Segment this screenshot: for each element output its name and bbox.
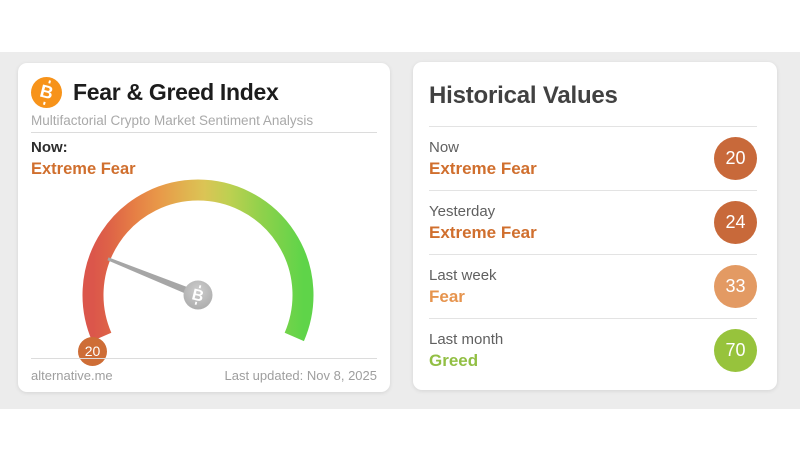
history-row-label: Yesterday	[429, 202, 496, 220]
history-row-yesterday: Yesterday Extreme Fear 24	[429, 190, 757, 254]
last-updated: Last updated: Nov 8, 2025	[224, 368, 377, 383]
now-label: Now:	[31, 139, 68, 156]
history-row-classification: Fear	[429, 286, 465, 306]
card-footer: alternative.me Last updated: Nov 8, 2025	[31, 358, 377, 383]
bitcoin-glyph: B	[28, 74, 66, 112]
history-value-badge: 24	[714, 201, 757, 244]
subtitle: Multifactorial Crypto Market Sentiment A…	[31, 113, 314, 128]
history-row-label: Last month	[429, 330, 504, 348]
gauge-needle	[107, 257, 200, 299]
history-row-texts: Last week Fear	[429, 267, 497, 307]
gauge-hub	[183, 280, 213, 310]
gauge-needle-rotor	[107, 257, 200, 299]
header-divider	[31, 132, 377, 133]
fear-greed-card: B Fear & Greed Index Multifactorial Cryp…	[18, 63, 390, 392]
history-value-badge: 70	[714, 329, 757, 372]
history-row-texts: Yesterday Extreme Fear	[429, 203, 537, 243]
history-value-badge: 20	[714, 137, 757, 180]
gauge-arc	[82, 179, 314, 342]
fear-greed-header: B Fear & Greed Index	[31, 77, 279, 108]
history-row-texts: Now Extreme Fear	[429, 139, 537, 179]
gauge-svg: B	[82, 179, 314, 342]
bitcoin-hub-icon: B	[190, 285, 205, 306]
gauge: B 20	[38, 171, 358, 366]
page-title: Fear & Greed Index	[73, 79, 279, 105]
historical-values-card: Historical Values Now Extreme Fear 20 Ye…	[413, 62, 777, 390]
now-classification: Extreme Fear	[31, 160, 136, 178]
historical-rows: Now Extreme Fear 20 Yesterday Extreme Fe…	[429, 126, 757, 382]
history-row-last-month: Last month Greed 70	[429, 318, 757, 382]
svg-text:B: B	[190, 286, 205, 305]
history-row-texts: Last month Greed	[429, 331, 503, 371]
history-row-classification: Extreme Fear	[429, 158, 537, 178]
history-row-last-week: Last week Fear 33	[429, 254, 757, 318]
history-row-classification: Extreme Fear	[429, 222, 537, 242]
history-value-badge: 33	[714, 265, 757, 308]
gauge-value-badge: 20	[78, 337, 107, 366]
history-row-classification: Greed	[429, 350, 479, 370]
history-row-label: Last week	[429, 266, 497, 284]
history-row-now: Now Extreme Fear 20	[429, 126, 757, 190]
historical-title: Historical Values	[429, 82, 618, 109]
bitcoin-icon: B	[31, 77, 62, 108]
history-row-label: Now	[429, 138, 460, 156]
site-link[interactable]: alternative.me	[31, 368, 113, 383]
